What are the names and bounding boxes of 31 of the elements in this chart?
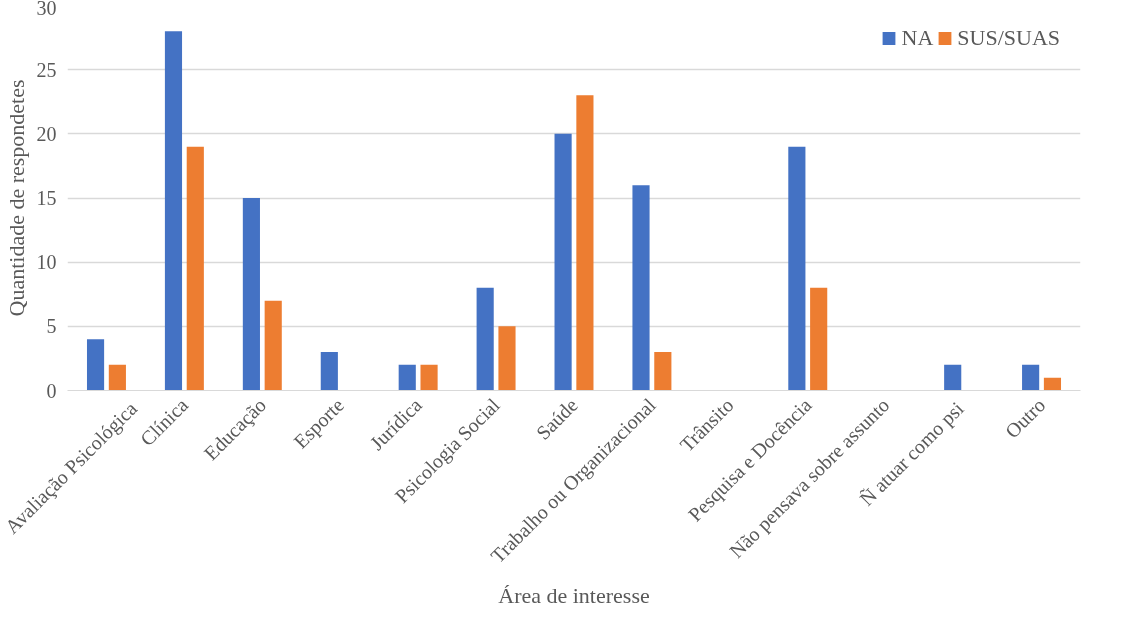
y-tick-label: 10 bbox=[36, 251, 57, 274]
bar bbox=[576, 95, 594, 391]
bar bbox=[108, 364, 126, 391]
y-tick-label: 0 bbox=[46, 379, 57, 402]
bar bbox=[186, 146, 204, 391]
y-axis-title: Quantidade de respondetes bbox=[3, 79, 29, 317]
bar bbox=[420, 364, 438, 391]
bar bbox=[554, 133, 572, 391]
bar bbox=[164, 31, 183, 391]
legend-label: NA bbox=[901, 25, 934, 51]
y-tick-label: 15 bbox=[36, 187, 57, 209]
bar bbox=[476, 287, 494, 391]
x-axis-title: Área de interesse bbox=[498, 582, 650, 608]
bar bbox=[498, 326, 516, 391]
bar bbox=[1043, 377, 1062, 391]
bar bbox=[398, 364, 416, 391]
bar bbox=[632, 185, 650, 391]
y-tick-label: 30 bbox=[36, 0, 57, 19]
bar bbox=[320, 352, 338, 391]
bar bbox=[788, 146, 806, 391]
bar bbox=[654, 352, 672, 391]
bar bbox=[944, 364, 962, 391]
y-tick-label: 20 bbox=[36, 122, 57, 145]
bar bbox=[86, 339, 105, 391]
y-tick-label: 25 bbox=[36, 58, 57, 81]
legend-label: SUS/SUAS bbox=[957, 25, 1060, 51]
bar bbox=[264, 300, 282, 391]
bar bbox=[810, 287, 828, 391]
bar bbox=[242, 198, 260, 391]
bar bbox=[1022, 364, 1040, 391]
y-tick-label: 5 bbox=[46, 315, 57, 338]
